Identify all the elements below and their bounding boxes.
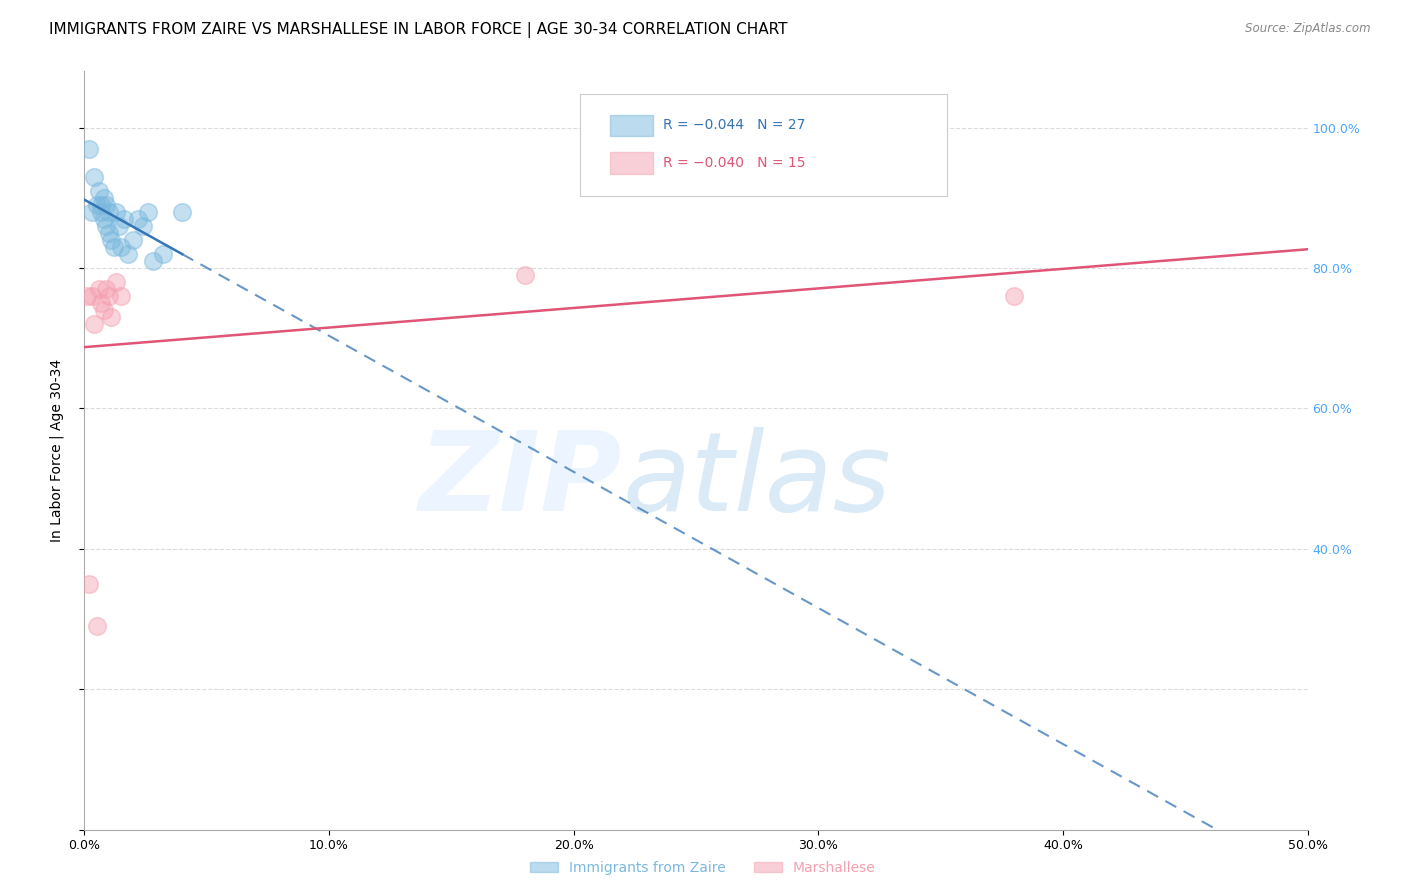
Point (86, 198, 108, 212)
Y-axis label: In Labor Force | Age 30-34: In Labor Force | Age 30-34 (49, 359, 63, 542)
Point (96, 282, 118, 296)
Point (152, 247, 174, 261)
Point (105, 204, 128, 219)
Point (127, 211, 149, 226)
Point (122, 233, 145, 247)
Point (112, 211, 135, 226)
Legend: Immigrants from Zaire, Marshallese: Immigrants from Zaire, Marshallese (524, 855, 882, 880)
Point (93, 191, 115, 205)
Point (513, 268, 536, 282)
Point (103, 240, 125, 254)
Point (117, 247, 139, 261)
Point (76, 289, 98, 303)
Point (90, 198, 112, 212)
Point (100, 233, 122, 247)
Point (86, 619, 108, 633)
Point (142, 254, 165, 268)
Text: R = −0.044   N = 27: R = −0.044 N = 27 (664, 119, 806, 132)
Point (80, 289, 103, 303)
Point (83, 317, 105, 331)
Point (93, 211, 115, 226)
Point (96, 219, 118, 233)
Point (90, 204, 112, 219)
Text: Source: ZipAtlas.com: Source: ZipAtlas.com (1246, 22, 1371, 36)
Point (107, 219, 129, 233)
Point (97, 289, 120, 303)
Point (93, 303, 115, 318)
Point (77, 577, 100, 591)
Point (96, 198, 118, 212)
Point (110, 240, 132, 254)
Point (100, 310, 122, 324)
Point (80, 204, 103, 219)
Point (77, 142, 100, 156)
FancyBboxPatch shape (610, 153, 654, 174)
Point (83, 169, 105, 184)
Text: R = −0.040   N = 15: R = −0.040 N = 15 (664, 156, 806, 170)
Text: IMMIGRANTS FROM ZAIRE VS MARSHALLESE IN LABOR FORCE | AGE 30-34 CORRELATION CHAR: IMMIGRANTS FROM ZAIRE VS MARSHALLESE IN … (49, 22, 787, 38)
Point (132, 219, 155, 233)
Point (87, 282, 110, 296)
Point (1002, 289, 1025, 303)
Text: atlas: atlas (623, 427, 891, 534)
Point (172, 204, 194, 219)
Point (97, 204, 120, 219)
Point (105, 275, 128, 289)
Point (97, 226, 120, 240)
Point (90, 296, 112, 310)
Text: ZIP: ZIP (419, 427, 623, 534)
Point (136, 204, 159, 219)
Point (110, 289, 132, 303)
FancyBboxPatch shape (579, 95, 946, 196)
Point (87, 184, 110, 198)
FancyBboxPatch shape (610, 114, 654, 136)
